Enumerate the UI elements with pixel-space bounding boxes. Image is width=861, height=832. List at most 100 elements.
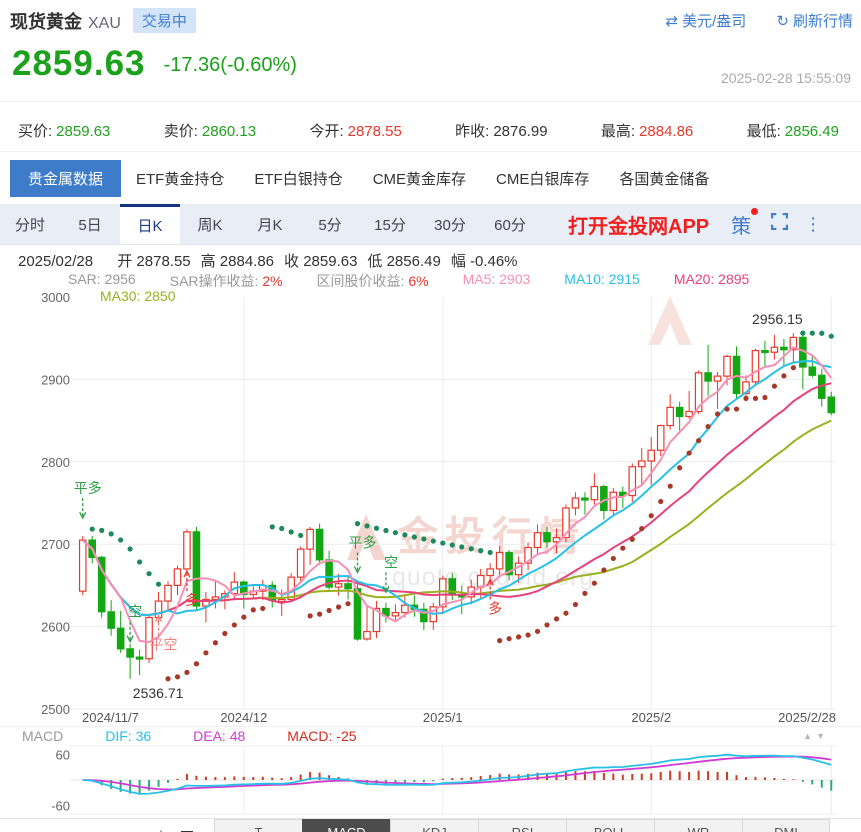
indicator-tabs: TMACDKDJRSIBOLLWRDMI (214, 819, 830, 832)
quote-item: 昨收: 2876.99 (455, 120, 547, 141)
refresh-button[interactable]: ↻ 刷新行情 (776, 13, 853, 30)
svg-text:3000: 3000 (41, 290, 70, 305)
indicator-tab-RSI[interactable]: RSI (478, 819, 566, 832)
section-tab-6[interactable]: 各国黄金储备 (619, 170, 710, 188)
instrument-name: 现货黄金 (10, 12, 82, 32)
quote-item: 今开: 2878.55 (309, 120, 401, 141)
svg-text:2024/12: 2024/12 (220, 710, 267, 725)
quote-value: 2876.99 (493, 122, 548, 140)
indicator-value: MA20: 2895 (674, 271, 750, 288)
ohlc-item: 收 2859.63 (284, 253, 358, 270)
indicator-number: 6% (408, 273, 429, 289)
quote-value: 2878.55 (347, 122, 402, 140)
indicator-tab-MACD[interactable]: MACD (302, 819, 390, 832)
period-tab-日K[interactable]: 日K (120, 204, 180, 244)
indicator-value: 区间股价收益: 6% (316, 271, 429, 289)
section-tab-5[interactable]: CME白银库存 (496, 170, 590, 188)
period-tab-月K[interactable]: 月K (257, 216, 283, 234)
bottom-indicator-bar: + TMACDKDJRSIBOLLWRDMI (0, 818, 861, 832)
period-tab-5日[interactable]: 5日 (78, 216, 102, 234)
svg-text:多: 多 (185, 592, 199, 608)
svg-text:60: 60 (56, 747, 70, 762)
strategy-button[interactable]: 策 (731, 207, 759, 239)
indicator-value: MA5: 2903 (463, 271, 531, 288)
section-tab-3[interactable]: ETF白银持仓 (254, 170, 343, 188)
more-menu-button[interactable]: ⋮ (804, 213, 823, 234)
section-tab-4[interactable]: CME黄金库存 (372, 170, 467, 188)
quote-summary-row: 买价: 2859.63 卖价: 2860.13 今开: 2878.55 昨收: 2876.99… (18, 112, 839, 148)
swap-arrows-icon: ⇄ (665, 13, 679, 30)
divider (0, 726, 861, 727)
period-tabs: 分时 5日 日K 周K 月K 5分 15分 30分 60分 (0, 204, 540, 244)
quote-item: 最低: 2856.49 (747, 120, 839, 141)
macd-chart[interactable]: 60 -60 (0, 744, 861, 818)
period-tab-30分[interactable]: 30分 (434, 216, 466, 234)
indicator-tab-KDJ[interactable]: KDJ (390, 819, 478, 832)
quote-label: 今开: (309, 122, 344, 140)
period-tab-15分[interactable]: 15分 (374, 216, 406, 234)
svg-text:quote.cngold.org: quote.cngold.org (392, 563, 594, 591)
chart-date: 2025/02/28 (18, 253, 94, 270)
period-tab-5分[interactable]: 5分 (318, 216, 342, 234)
indicator-number: 2903 (499, 271, 531, 287)
svg-text:2956.15: 2956.15 (752, 311, 803, 327)
svg-text:平多: 平多 (74, 480, 102, 496)
candlestick-chart[interactable]: 金投行情quote.cngold.org30002900280027002600… (0, 290, 861, 726)
indicator-tab-T[interactable]: T (214, 819, 302, 832)
svg-text:平空: 平空 (150, 637, 178, 653)
quote-item: 买价: 2859.63 (18, 120, 110, 141)
ohlc-item: 幅 -0.46% (450, 253, 518, 270)
indicator-label: 区间股价收益: (316, 273, 409, 289)
quote-timestamp: 2025-02-28 15:55:09 (721, 70, 851, 86)
price-row: 2859.63 -17.36(-0.60%) 2025-02-28 15:55:0… (12, 44, 851, 90)
ohlc-item: 开 2878.55 (117, 253, 191, 270)
indicator-tab-WR[interactable]: WR (654, 819, 742, 832)
instrument-code: XAU (88, 15, 121, 32)
quote-item: 卖价: 2860.13 (164, 120, 256, 141)
indicator-number: 2956 (104, 271, 136, 287)
panel-icon (181, 830, 193, 832)
quote-label: 昨收: (455, 122, 490, 140)
svg-text:多: 多 (488, 600, 502, 616)
svg-text:2600: 2600 (41, 620, 70, 635)
fullscreen-icon (771, 213, 789, 230)
svg-text:平多: 平多 (349, 534, 377, 550)
indicator-value: SAR操作收益: 2% (170, 271, 283, 289)
macd-collapse-arrows[interactable]: ▲▼ (803, 731, 829, 741)
ohlc-item: 低 2856.49 (367, 253, 441, 270)
add-indicator-button[interactable]: + (148, 819, 174, 832)
trading-status-badge: 交易中 (132, 8, 196, 33)
period-tab-周K[interactable]: 周K (197, 216, 223, 234)
panel-layout-button[interactable] (174, 819, 200, 832)
macd-values-row: MACD DIF: 36 DEA: 48 MACD: -25 (22, 728, 357, 744)
quote-value: 2860.13 (201, 122, 257, 140)
svg-text:2500: 2500 (41, 702, 70, 717)
unit-toggle-button[interactable]: ⇄ 美元/盎司 (665, 13, 747, 30)
notification-dot (751, 207, 759, 215)
indicator-label: MA10: (564, 271, 609, 287)
section-tab-1[interactable]: 贵金属数据 (10, 159, 122, 197)
section-tab-2[interactable]: ETF黄金持仓 (136, 170, 225, 188)
indicator-values-row: SAR: 2956 SAR操作收益: 2% 区间股价收益: 6% MA5: 2903 M… (68, 271, 750, 289)
svg-text:空: 空 (128, 604, 142, 620)
indicator-tab-DMI[interactable]: DMI (742, 819, 830, 832)
fullscreen-button[interactable] (771, 213, 789, 235)
open-app-link[interactable]: 打开金投网APP (568, 215, 710, 238)
title-actions: ⇄ 美元/盎司 ↻ 刷新行情 (665, 10, 853, 31)
period-tab-60分[interactable]: 60分 (494, 216, 526, 234)
period-tab-分时[interactable]: 分时 (14, 216, 45, 234)
svg-text:2024/11/7: 2024/11/7 (82, 710, 139, 725)
svg-text:-60: -60 (51, 799, 70, 814)
quote-label: 最高: (600, 122, 636, 140)
macd-value: DIF: 36 (105, 728, 152, 744)
divider (0, 101, 861, 102)
macd-value: DEA: 48 (193, 728, 246, 744)
period-bar: 分时 5日 日K 周K 月K 5分 15分 30分 60分 打开金投网APP 策 ⋮ (0, 204, 861, 245)
indicator-label: MA5: (462, 271, 500, 287)
indicator-value: MA10: 2915 (564, 271, 640, 288)
indicator-number: 2% (262, 273, 283, 289)
indicator-tab-BOLL[interactable]: BOLL (566, 819, 654, 832)
indicator-label: MA20: (673, 271, 719, 287)
indicator-value: SAR: 2956 (68, 271, 136, 288)
